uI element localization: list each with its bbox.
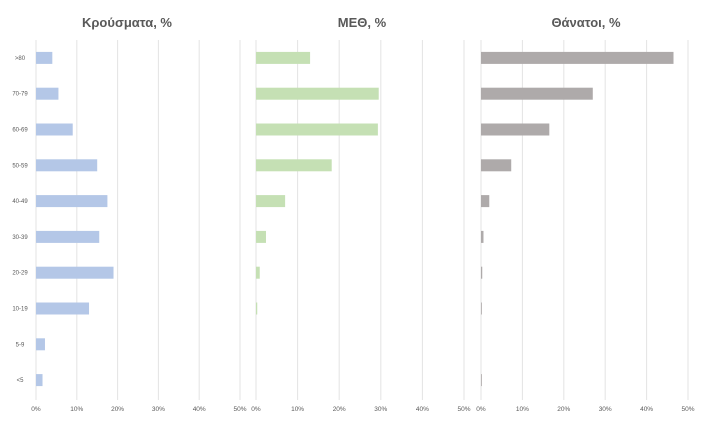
bar [256,159,332,172]
x-tick-label: 0% [476,406,486,413]
category-label: 50-59 [12,163,28,169]
x-tick-label: 10% [291,406,304,413]
bar [36,374,43,387]
bar [481,230,484,243]
bar [256,230,266,243]
category-label: 40-49 [12,199,28,205]
x-tick-label: 30% [374,406,387,413]
category-label: 70-79 [12,92,28,98]
bar [481,51,674,64]
bar [36,302,90,315]
bar [256,51,311,64]
bar [36,87,59,100]
x-tick-label: 40% [640,406,653,413]
bar [481,374,482,387]
x-tick-label: 20% [111,406,124,413]
bar [36,195,108,208]
bar [256,123,378,136]
bar [256,266,260,279]
x-tick-label: 40% [193,406,206,413]
bar [481,195,490,208]
x-tick-label: 50% [681,406,694,413]
bar [36,123,73,136]
x-tick-label: 10% [516,406,529,413]
bar [36,266,114,279]
bar [36,338,45,351]
x-tick-label: 40% [416,406,429,413]
category-label: 5-9 [16,342,25,348]
category-label: 20-29 [12,271,28,277]
bar [481,266,483,279]
x-tick-label: 20% [333,406,346,413]
bar [481,123,550,136]
category-label: 30-39 [12,235,28,241]
bar [256,87,379,100]
category-label: 10-19 [12,307,28,313]
x-tick-label: 10% [70,406,83,413]
category-label: 60-69 [12,128,28,134]
bar [256,195,286,208]
x-tick-label: 30% [152,406,165,413]
bar [256,302,258,315]
category-label: <5 [17,378,25,384]
x-tick-label: 0% [251,406,261,413]
panel-title: Κρούσματα, % [82,15,172,30]
panel-title: Θάνατοι, % [551,15,621,30]
panel-cases: Κρούσματα, % 0% 10% 20% 30% 40% 50% >80 70-79 60-… [12,15,246,413]
bar [481,302,482,315]
x-tick-label: 50% [233,406,246,413]
bar [481,159,512,172]
bar [481,87,593,100]
x-tick-label: 0% [31,406,41,413]
bar [36,230,100,243]
panel-icu: ΜΕΘ, % 0% 10% 20% 30% 40% 50% [251,15,470,413]
panel-title: ΜΕΘ, % [338,15,387,30]
x-tick-label: 30% [599,406,612,413]
category-label: >80 [15,56,26,62]
bar [36,51,53,64]
panel-deaths: Θάνατοι, % 0% 10% 20% 30% 40% 50% [476,15,694,413]
x-tick-label: 20% [557,406,570,413]
x-tick-label: 50% [457,406,470,413]
bar [36,159,98,172]
